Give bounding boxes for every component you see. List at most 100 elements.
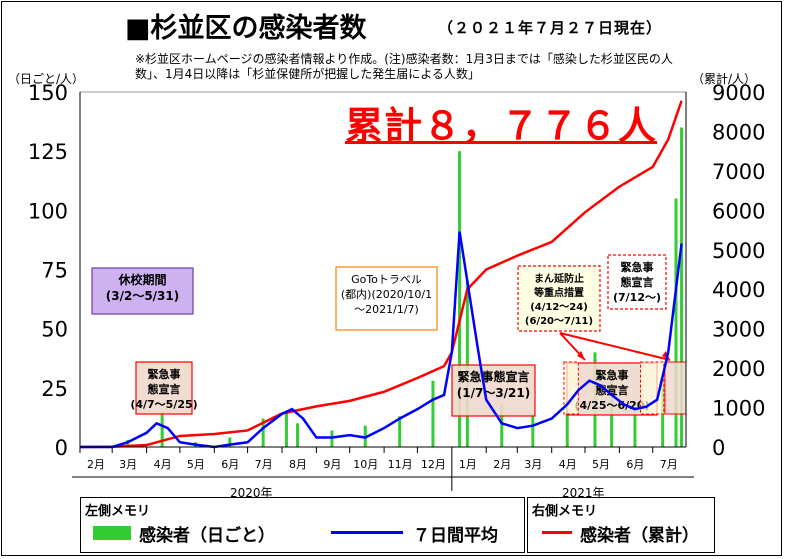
daily-bar	[228, 437, 232, 447]
annotation-manbou-text: まん延防止	[534, 272, 584, 285]
month-label: 9月	[323, 458, 341, 471]
right-tick-label: 1000	[712, 397, 765, 421]
annotation-manbou-box	[517, 265, 601, 332]
total-underline	[345, 141, 657, 144]
year-label-2020: 2020年	[230, 486, 273, 500]
daily-bar	[633, 411, 637, 447]
annotation-emergency-3-text: 態宣言	[596, 383, 629, 397]
cumulative-line	[79, 100, 683, 449]
annotation-manbou-text: (6/20～7/11)	[525, 316, 593, 327]
month-label: 4月	[559, 458, 577, 471]
annotation-emergency-4-text: 緊急事	[621, 260, 654, 274]
annotation-emergency-2-text: (1/7～3/21)	[457, 386, 530, 400]
daily-bar	[500, 404, 504, 447]
month-label: 5月	[187, 458, 205, 471]
annotation-emergency-3-text: (4/25～6/20)	[574, 399, 649, 412]
manbou-arrow	[559, 332, 671, 361]
daily-bar	[284, 411, 288, 447]
annotation-emergency-1-text: (4/7～5/25)	[130, 398, 197, 411]
annotation-goto-text: ～2021/1/7)	[354, 303, 419, 316]
daily-bar	[458, 151, 462, 447]
legend-cumulative-swatch	[542, 531, 572, 534]
annotation-school-box	[91, 267, 194, 315]
daily-bar	[531, 413, 535, 447]
annotation-emergency-1-text: 態宣言	[148, 382, 181, 396]
month-label: 3月	[119, 458, 137, 471]
title-date: （２０２１年７月２７日現在）	[438, 19, 663, 37]
month-label: 2月	[493, 458, 511, 471]
annotation-manbou-text: (4/12～24)	[530, 302, 588, 313]
right-tick-label: 9000	[712, 81, 765, 105]
daily-bar	[398, 416, 402, 447]
daily-bar	[465, 281, 469, 447]
month-label: 7月	[255, 458, 273, 471]
legend-left-title: 左側メモリ	[85, 504, 151, 519]
legend-right: 右側メモリ 感染者（累計）	[527, 497, 715, 553]
month-label: 12月	[421, 458, 446, 471]
legend-left: 左側メモリ 感染者（日ごと） ７日間平均	[80, 497, 525, 553]
cumulative-total: 累計８，７７６人	[345, 104, 658, 148]
month-label: 1月	[459, 458, 477, 471]
left-tick-label: 100	[28, 199, 68, 223]
emergency-period-4	[664, 361, 687, 415]
left-tick-label: 50	[41, 318, 68, 342]
month-label: 7月	[660, 458, 678, 471]
right-axis-unit: （累計/人）	[692, 72, 757, 86]
annotation-school-text: (3/2～5/31)	[106, 289, 179, 303]
month-label: 3月	[524, 458, 542, 471]
annotation-goto-text: (都内)(2020/10/1	[341, 287, 432, 301]
annotation-goto-text: GoToトラベル	[351, 273, 422, 286]
annotation-emergency-3-text: 緊急事	[596, 368, 629, 382]
left-tick-label: 0	[55, 436, 68, 460]
annotation-emergency-1-box	[135, 361, 193, 415]
year-label-2021: 2021年	[562, 486, 605, 500]
left-tick-label: 75	[41, 259, 68, 283]
legend-cumulative-label: 感染者（累計）	[580, 526, 699, 546]
left-tick-label: 25	[41, 377, 68, 401]
legend-daily-swatch	[93, 526, 131, 540]
legend-avg-swatch	[331, 531, 403, 534]
month-label: 8月	[289, 458, 307, 471]
right-tick-label: 5000	[712, 239, 765, 263]
source-note: ※杉並区ホームページの感染者情報より作成。(注)感染者数：1月3日までは「感染し…	[135, 52, 673, 81]
left-axis-unit: （日ごと/人）	[8, 72, 85, 86]
manbou-arrowhead	[577, 351, 585, 360]
annotation-emergency-4-box	[607, 254, 667, 310]
right-tick-label: 7000	[712, 160, 765, 184]
left-tick-label: 125	[28, 140, 68, 164]
annotation-emergency-4-text: (7/12～)	[613, 291, 661, 304]
right-tick-label: 8000	[712, 120, 765, 144]
right-tick-label: 2000	[712, 357, 765, 381]
month-label: 6月	[221, 458, 239, 471]
annotation-school-text: 休校期間	[117, 272, 166, 287]
daily-bar	[565, 399, 569, 447]
right-tick-label: 3000	[712, 318, 765, 342]
annotation-manbou-text: 等重点措置	[534, 286, 584, 299]
daily-bar	[160, 411, 164, 447]
month-label: 6月	[626, 458, 644, 471]
month-label: 5月	[592, 458, 610, 471]
legend-avg-label: ７日間平均	[413, 526, 498, 546]
month-label: 2月	[87, 458, 105, 471]
daily-bar	[674, 198, 678, 447]
manbou-period-1	[563, 361, 579, 415]
daily-bar	[296, 423, 300, 447]
daily-bar	[680, 127, 684, 447]
month-label: 11月	[388, 458, 413, 471]
right-tick-label: 4000	[712, 278, 765, 302]
manbou-period-2	[639, 361, 665, 415]
avg-line	[80, 231, 683, 449]
right-tick-label: 0	[712, 436, 725, 460]
month-label: 4月	[154, 458, 172, 471]
right-tick-label: 6000	[712, 199, 765, 223]
annotation-emergency-4-text: 態宣言	[621, 275, 654, 289]
legend-right-title: 右側メモリ	[532, 504, 598, 519]
daily-bar	[431, 380, 435, 447]
page-title: ■杉並区の感染者数	[125, 13, 367, 44]
annotation-goto-box	[335, 266, 438, 331]
left-tick-label: 150	[28, 81, 68, 105]
legend-daily-label: 感染者（日ごと）	[139, 526, 275, 546]
